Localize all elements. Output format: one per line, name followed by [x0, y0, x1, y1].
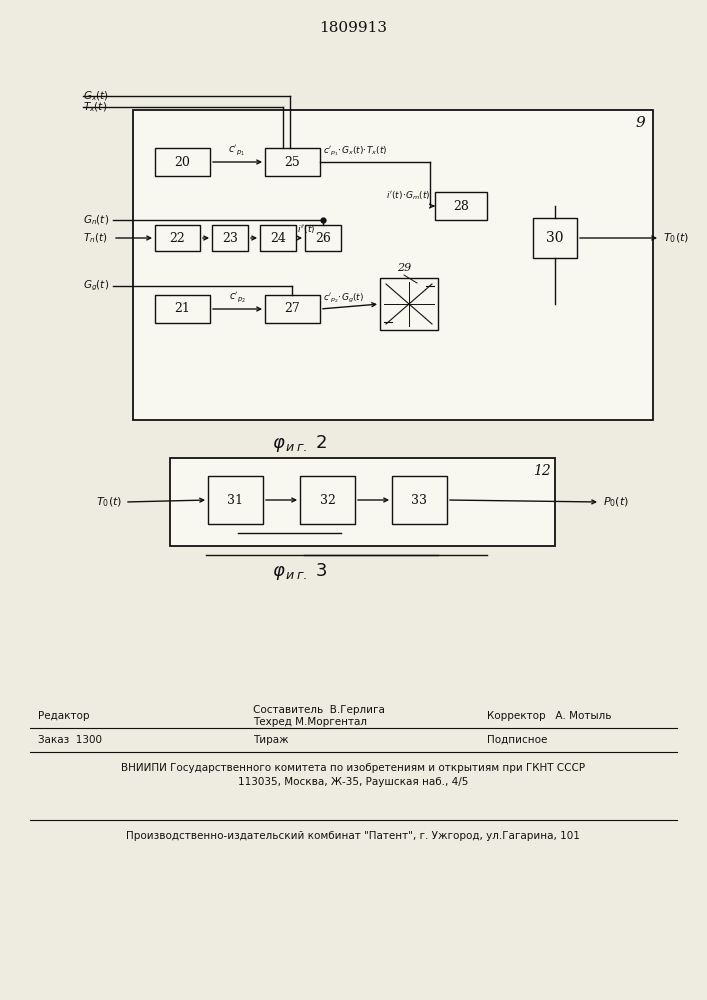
Text: 25: 25 — [285, 155, 300, 168]
Text: $T_x(t)$: $T_x(t)$ — [83, 100, 107, 114]
Text: $T_0(t)$: $T_0(t)$ — [96, 495, 122, 509]
Bar — [155, 225, 200, 251]
Text: 31: 31 — [228, 493, 243, 506]
Bar — [133, 110, 653, 420]
Bar — [265, 295, 320, 323]
Text: 9: 9 — [635, 116, 645, 130]
Bar — [170, 458, 555, 546]
Text: $\varphi_{\,и\,г.}\ 2$: $\varphi_{\,и\,г.}\ 2$ — [272, 434, 327, 454]
Bar — [208, 476, 263, 524]
Text: $G_n(t)$: $G_n(t)$ — [83, 213, 109, 227]
Text: $c'_{p_2}\!\cdot\! G_g(t)$: $c'_{p_2}\!\cdot\! G_g(t)$ — [323, 292, 364, 305]
Bar — [260, 225, 296, 251]
Text: $G_x(t)$: $G_x(t)$ — [83, 89, 109, 103]
Text: $c'_{p_1}\!\cdot\! G_x(t)\!\cdot\! T_x(t)$: $c'_{p_1}\!\cdot\! G_x(t)\!\cdot\! T_x(t… — [323, 145, 387, 158]
Text: 23: 23 — [222, 232, 238, 244]
Text: 24: 24 — [270, 232, 286, 244]
Text: ВНИИПИ Государственного комитета по изобретениям и открытиям при ГКНТ СССР: ВНИИПИ Государственного комитета по изоб… — [121, 763, 585, 773]
Text: Корректор   А. Мотыль: Корректор А. Мотыль — [487, 711, 612, 721]
Bar — [300, 476, 355, 524]
Text: 20: 20 — [175, 155, 190, 168]
Bar — [155, 148, 210, 176]
Text: $T_0(t)$: $T_0(t)$ — [663, 231, 689, 245]
Text: $i'(t)\!\cdot\! G_m(t)$: $i'(t)\!\cdot\! G_m(t)$ — [386, 190, 430, 202]
Text: 113035, Москва, Ж-35, Раушская наб., 4/5: 113035, Москва, Ж-35, Раушская наб., 4/5 — [238, 777, 468, 787]
Text: Производственно-издательский комбинат "Патент", г. Ужгород, ул.Гагарина, 101: Производственно-издательский комбинат "П… — [126, 831, 580, 841]
Text: $T_n(t)$: $T_n(t)$ — [83, 231, 107, 245]
Text: $c'_{p_1}$: $c'_{p_1}$ — [228, 143, 245, 158]
Text: Тираж: Тираж — [253, 735, 288, 745]
Text: Редактор: Редактор — [38, 711, 90, 721]
Text: 32: 32 — [320, 493, 335, 506]
Bar — [212, 225, 248, 251]
Text: $\varphi_{\,и\,г.}\ 3$: $\varphi_{\,и\,г.}\ 3$ — [272, 562, 328, 582]
Text: $G_g(t)$: $G_g(t)$ — [83, 279, 109, 293]
Text: 27: 27 — [285, 302, 300, 316]
Text: Подписное: Подписное — [487, 735, 547, 745]
Text: 30: 30 — [547, 231, 563, 245]
Bar — [392, 476, 447, 524]
Text: Техред М.Моргентал: Техред М.Моргентал — [253, 717, 367, 727]
Bar — [380, 278, 438, 330]
Text: Составитель  В.Герлига: Составитель В.Герлига — [253, 705, 385, 715]
Bar — [533, 218, 577, 258]
Bar — [265, 148, 320, 176]
Text: 33: 33 — [411, 493, 428, 506]
Text: 22: 22 — [170, 232, 185, 244]
Text: Заказ  1300: Заказ 1300 — [38, 735, 102, 745]
Text: 12: 12 — [533, 464, 551, 478]
Text: $c'_{p_2}$: $c'_{p_2}$ — [228, 290, 245, 305]
Text: 26: 26 — [315, 232, 331, 244]
Text: 28: 28 — [453, 200, 469, 213]
Bar — [155, 295, 210, 323]
Bar — [435, 192, 487, 220]
Text: $P_0(t)$: $P_0(t)$ — [603, 495, 629, 509]
Bar — [305, 225, 341, 251]
Text: 1809913: 1809913 — [319, 21, 387, 35]
Text: 21: 21 — [175, 302, 190, 316]
Text: 29: 29 — [397, 263, 411, 273]
Text: $i''(t)$: $i''(t)$ — [297, 223, 316, 235]
